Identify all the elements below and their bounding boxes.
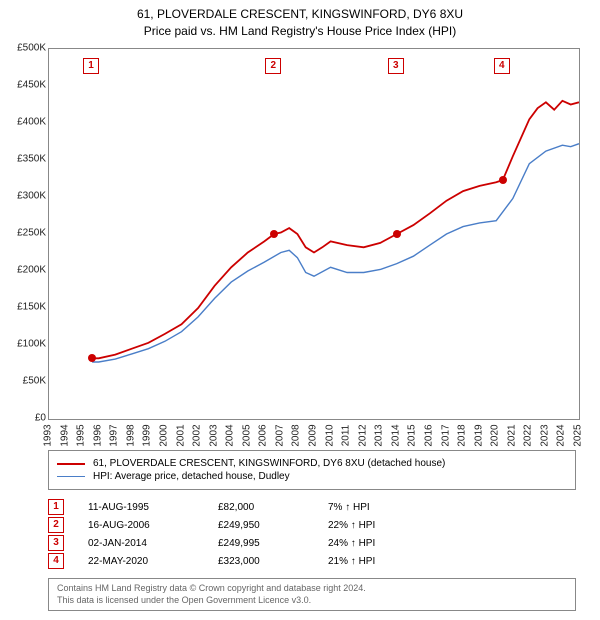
x-tick-label: 1993 bbox=[43, 424, 54, 446]
x-tick-label: 2000 bbox=[158, 424, 169, 446]
x-tick-label: 2021 bbox=[506, 424, 517, 446]
transaction-row: 4 22-MAY-2020£323,00021% ↑ HPI bbox=[48, 552, 576, 570]
x-tick-label: 2012 bbox=[357, 424, 368, 446]
tx-number: 3 bbox=[48, 535, 64, 551]
transaction-dot bbox=[270, 230, 278, 238]
x-tick-label: 2016 bbox=[423, 424, 434, 446]
x-tick-label: 2008 bbox=[291, 424, 302, 446]
footer: Contains HM Land Registry data © Crown c… bbox=[48, 578, 576, 611]
tx-price: £249,995 bbox=[218, 538, 328, 549]
legend-swatch bbox=[57, 476, 85, 477]
tx-date: 02-JAN-2014 bbox=[88, 538, 218, 549]
x-tick-label: 2024 bbox=[556, 424, 567, 446]
transaction-dot bbox=[88, 354, 96, 362]
tx-diff: 24% ↑ HPI bbox=[328, 538, 408, 549]
footer-line-1: Contains HM Land Registry data © Crown c… bbox=[57, 583, 567, 595]
legend-item: 61, PLOVERDALE CRESCENT, KINGSWINFORD, D… bbox=[57, 458, 567, 469]
tx-date: 22-MAY-2020 bbox=[88, 556, 218, 567]
transaction-dot bbox=[393, 230, 401, 238]
tx-diff: 21% ↑ HPI bbox=[328, 556, 408, 567]
footer-line-2: This data is licensed under the Open Gov… bbox=[57, 595, 567, 607]
tx-number: 1 bbox=[48, 499, 64, 515]
x-tick-label: 2014 bbox=[390, 424, 401, 446]
x-tick-label: 2020 bbox=[490, 424, 501, 446]
title-line-2: Price paid vs. HM Land Registry's House … bbox=[0, 23, 600, 40]
y-tick-label: £200K bbox=[2, 265, 46, 276]
tx-diff: 7% ↑ HPI bbox=[328, 502, 408, 513]
legend-swatch bbox=[57, 463, 85, 465]
y-tick-label: £450K bbox=[2, 80, 46, 91]
y-tick-label: £100K bbox=[2, 339, 46, 350]
x-tick-label: 1998 bbox=[125, 424, 136, 446]
tx-number: 4 bbox=[48, 553, 64, 569]
x-tick-label: 2001 bbox=[175, 424, 186, 446]
x-tick-label: 2023 bbox=[539, 424, 550, 446]
series-hpi bbox=[92, 144, 579, 362]
tx-date: 16-AUG-2006 bbox=[88, 520, 218, 531]
tx-number: 2 bbox=[48, 517, 64, 533]
transaction-dot bbox=[499, 176, 507, 184]
legend-label: 61, PLOVERDALE CRESCENT, KINGSWINFORD, D… bbox=[93, 458, 445, 469]
y-tick-label: £500K bbox=[2, 43, 46, 54]
legend-item: HPI: Average price, detached house, Dudl… bbox=[57, 471, 567, 482]
chart-title: 61, PLOVERDALE CRESCENT, KINGSWINFORD, D… bbox=[0, 0, 600, 40]
y-tick-label: £300K bbox=[2, 191, 46, 202]
transactions-table: 111-AUG-1995£82,0007% ↑ HPI216-AUG-2006£… bbox=[48, 498, 576, 570]
transaction-marker: 3 bbox=[388, 58, 404, 74]
x-tick-label: 2019 bbox=[473, 424, 484, 446]
x-tick-label: 1996 bbox=[92, 424, 103, 446]
chart-container: 61, PLOVERDALE CRESCENT, KINGSWINFORD, D… bbox=[0, 0, 600, 620]
transaction-row: 1 11-AUG-1995£82,0007% ↑ HPI bbox=[48, 498, 576, 516]
y-tick-label: £150K bbox=[2, 302, 46, 313]
x-tick-label: 2005 bbox=[241, 424, 252, 446]
x-tick-label: 2002 bbox=[192, 424, 203, 446]
x-tick-label: 2025 bbox=[573, 424, 584, 446]
y-tick-label: £50K bbox=[2, 376, 46, 387]
x-tick-label: 2007 bbox=[274, 424, 285, 446]
x-tick-label: 2015 bbox=[407, 424, 418, 446]
series-property bbox=[92, 101, 579, 359]
x-tick-label: 2018 bbox=[457, 424, 468, 446]
x-tick-label: 2006 bbox=[258, 424, 269, 446]
x-tick-label: 2017 bbox=[440, 424, 451, 446]
y-tick-label: £0 bbox=[2, 413, 46, 424]
x-tick-label: 2004 bbox=[225, 424, 236, 446]
legend-label: HPI: Average price, detached house, Dudl… bbox=[93, 471, 290, 482]
x-tick-label: 1999 bbox=[142, 424, 153, 446]
x-tick-label: 1997 bbox=[109, 424, 120, 446]
tx-price: £323,000 bbox=[218, 556, 328, 567]
transaction-marker: 2 bbox=[265, 58, 281, 74]
legend: 61, PLOVERDALE CRESCENT, KINGSWINFORD, D… bbox=[48, 450, 576, 490]
transaction-row: 3 02-JAN-2014£249,99524% ↑ HPI bbox=[48, 534, 576, 552]
transaction-row: 2 16-AUG-2006£249,95022% ↑ HPI bbox=[48, 516, 576, 534]
title-line-1: 61, PLOVERDALE CRESCENT, KINGSWINFORD, D… bbox=[0, 6, 600, 23]
x-tick-label: 2003 bbox=[208, 424, 219, 446]
transaction-marker: 1 bbox=[83, 58, 99, 74]
x-tick-label: 2011 bbox=[341, 425, 352, 447]
tx-price: £82,000 bbox=[218, 502, 328, 513]
x-tick-label: 1995 bbox=[76, 424, 87, 446]
x-tick-label: 2022 bbox=[523, 424, 534, 446]
y-tick-label: £350K bbox=[2, 154, 46, 165]
tx-date: 11-AUG-1995 bbox=[88, 502, 218, 513]
y-tick-label: £250K bbox=[2, 228, 46, 239]
tx-price: £249,950 bbox=[218, 520, 328, 531]
tx-diff: 22% ↑ HPI bbox=[328, 520, 408, 531]
y-tick-label: £400K bbox=[2, 117, 46, 128]
plot-svg bbox=[49, 49, 579, 419]
x-tick-label: 2009 bbox=[308, 424, 319, 446]
x-tick-label: 2010 bbox=[324, 424, 335, 446]
x-tick-label: 2013 bbox=[374, 424, 385, 446]
x-tick-label: 1994 bbox=[59, 424, 70, 446]
plot-area bbox=[48, 48, 580, 420]
transaction-marker: 4 bbox=[494, 58, 510, 74]
